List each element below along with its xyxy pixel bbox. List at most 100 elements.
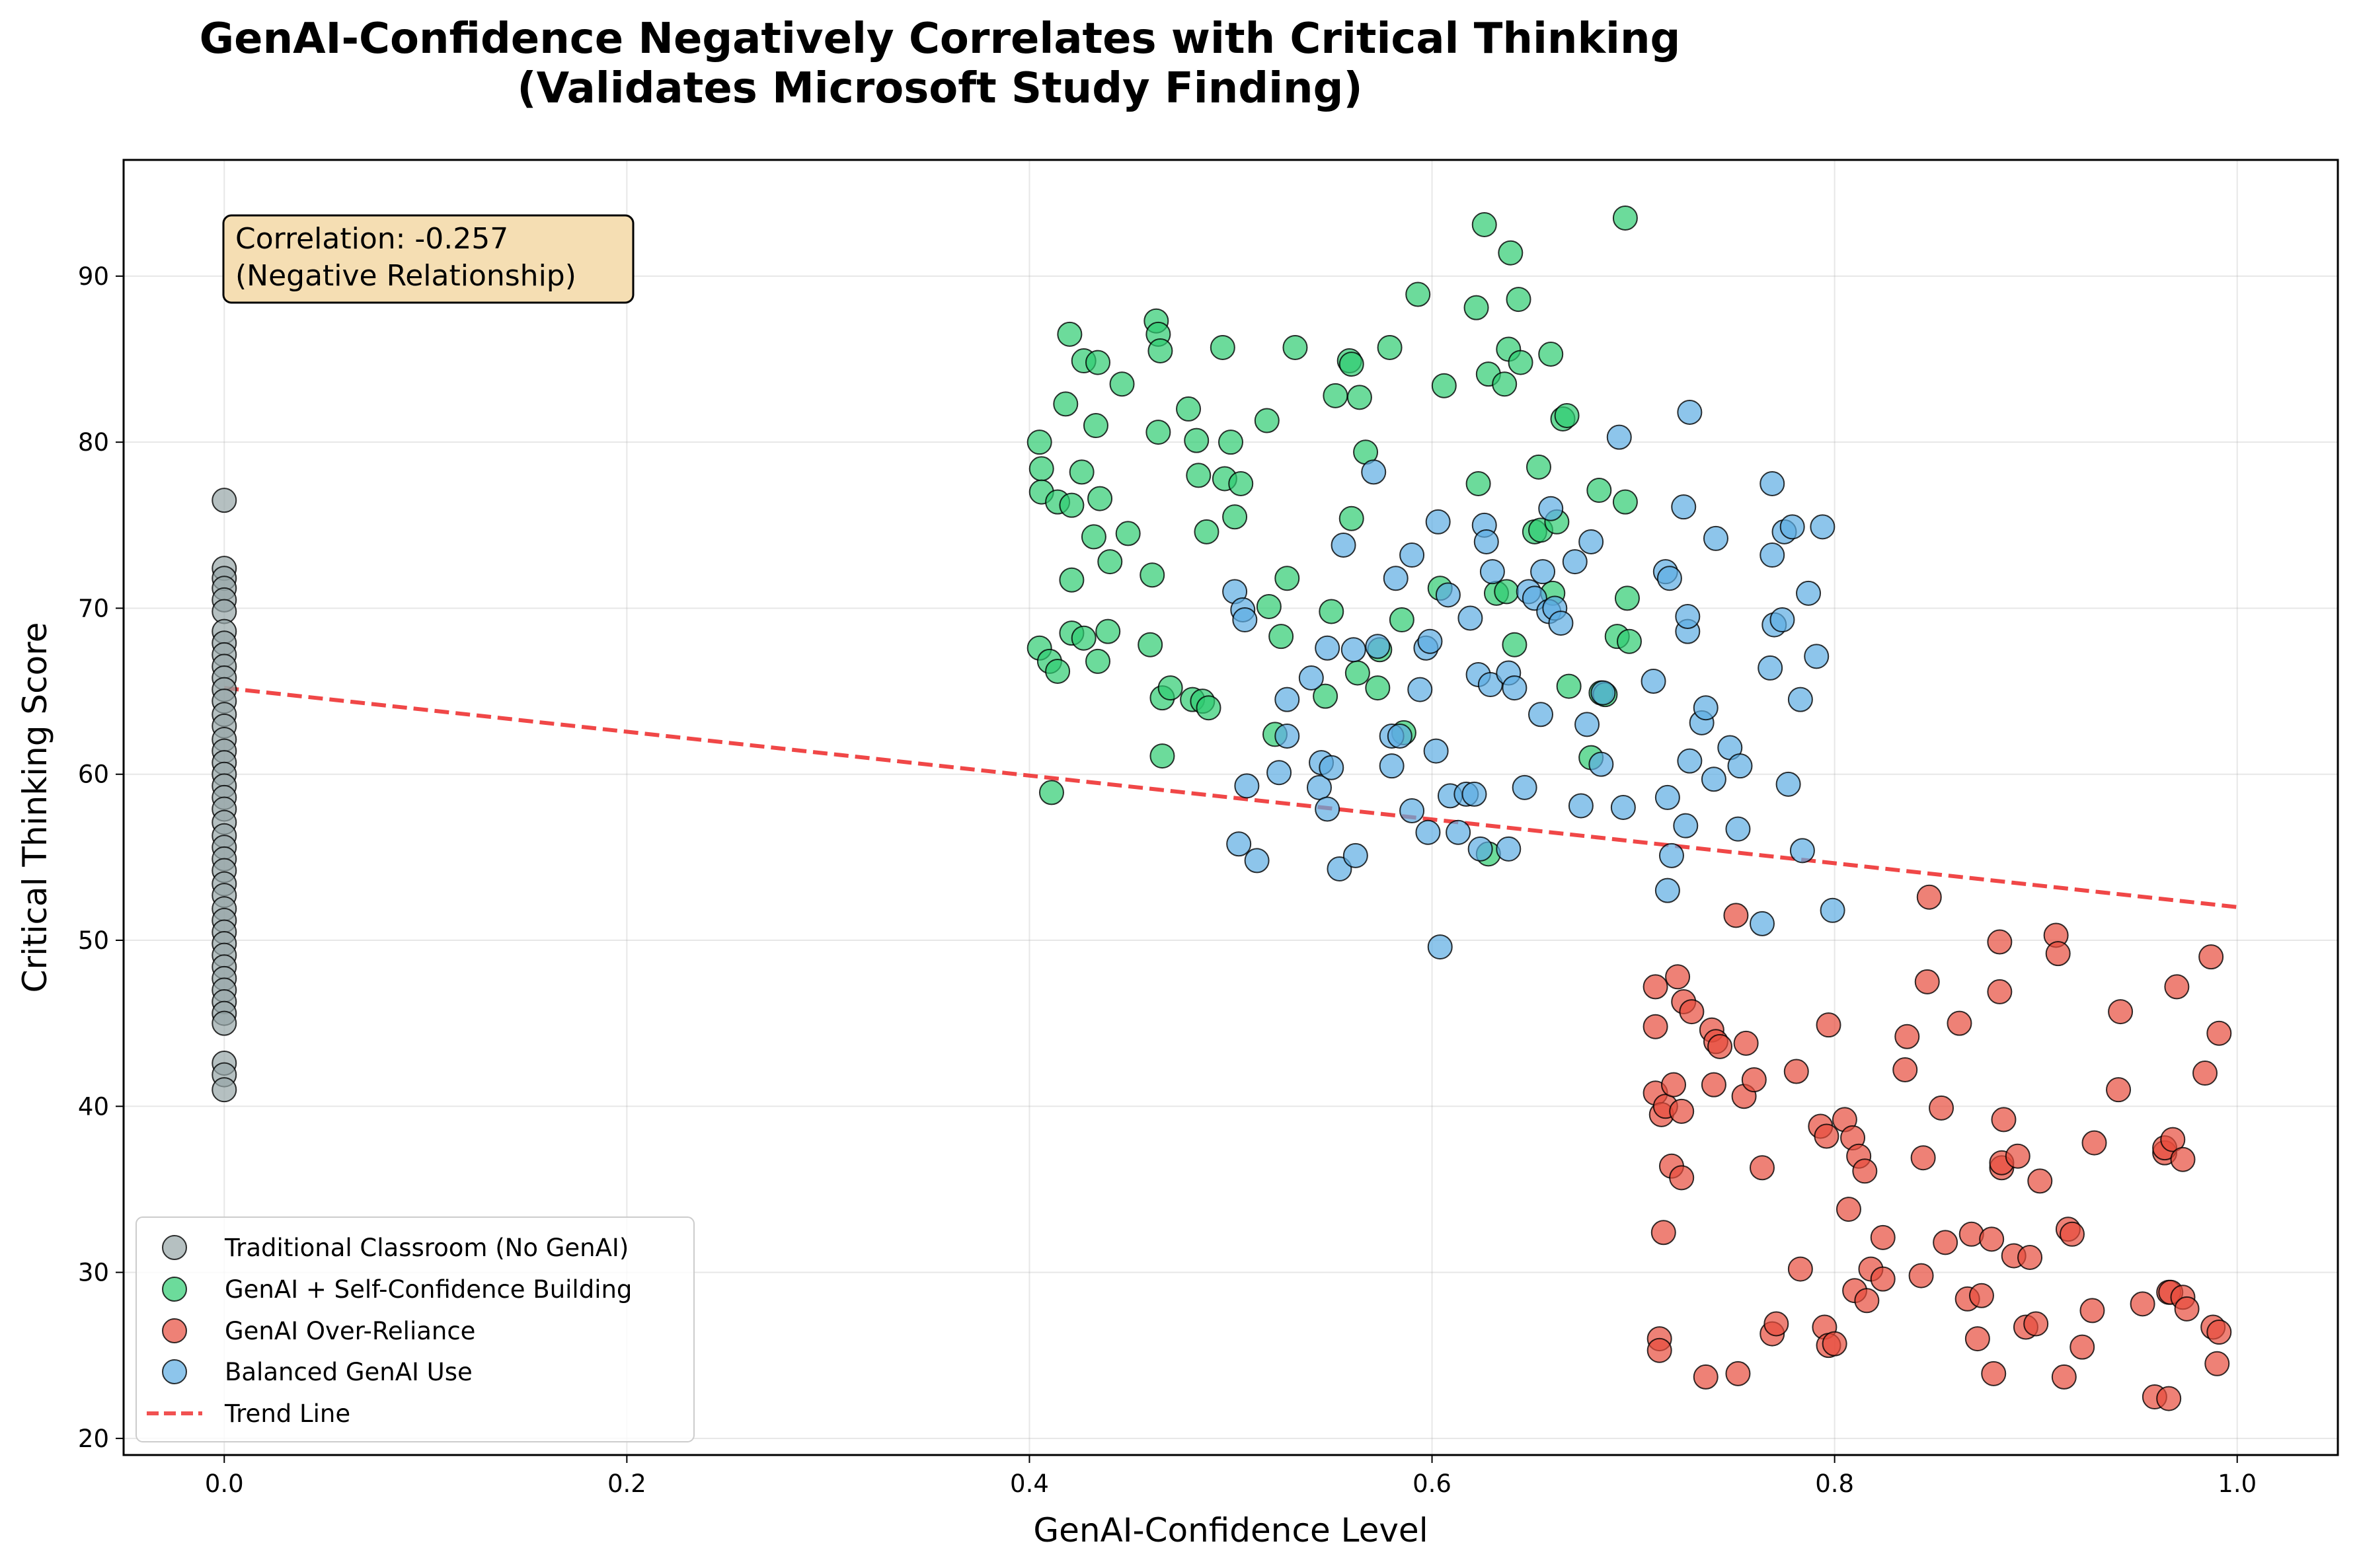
- data-point: [1115, 521, 1141, 546]
- data-point: [1987, 929, 2013, 955]
- data-point: [1760, 542, 1785, 568]
- data-point: [1741, 1067, 1767, 1093]
- data-point: [1473, 529, 1499, 554]
- data-point: [1789, 838, 1815, 864]
- data-point: [1654, 877, 1680, 903]
- data-point: [1226, 831, 1252, 857]
- data-point: [2051, 1364, 2077, 1390]
- data-point: [212, 1010, 237, 1036]
- trend-layer: [223, 686, 2238, 909]
- x-tick-label: 0.4: [1010, 1470, 1049, 1498]
- x-tick-label: 0.0: [205, 1470, 244, 1498]
- data-point: [1701, 1072, 1726, 1098]
- data-point: [1313, 683, 1338, 709]
- data-point: [1383, 566, 1409, 591]
- data-point: [1477, 672, 1503, 698]
- legend-marker-self-confidence: [162, 1277, 187, 1302]
- data-point: [1650, 1220, 1676, 1246]
- data-point: [1643, 1014, 1668, 1039]
- data-point: [1703, 525, 1728, 551]
- y-tick-label: 70: [78, 594, 109, 622]
- data-point: [1528, 702, 1553, 728]
- data-point: [2192, 1061, 2218, 1086]
- data-point: [1908, 1263, 1934, 1288]
- data-point: [1947, 1010, 1972, 1036]
- data-point: [2164, 974, 2190, 1000]
- data-point: [1071, 625, 1097, 651]
- data-point: [1775, 771, 1801, 797]
- data-point: [2069, 1334, 2095, 1360]
- data-point: [1852, 1158, 1878, 1184]
- data-point: [1556, 673, 1582, 699]
- data-point: [1641, 669, 1666, 694]
- data-point: [1319, 755, 1344, 780]
- data-point: [1196, 695, 1221, 721]
- data-point: [1658, 842, 1684, 868]
- data-point: [1933, 1230, 1958, 1255]
- data-point: [2204, 1351, 2230, 1376]
- data-point: [1661, 1072, 1686, 1098]
- data-point: [2160, 1127, 2186, 1152]
- data-point: [1586, 478, 1612, 504]
- data-point: [1081, 524, 1106, 550]
- data-point: [1038, 780, 1064, 805]
- data-point: [1612, 489, 1638, 515]
- data-point: [1053, 391, 1079, 417]
- data-point: [2081, 1130, 2107, 1156]
- data-point: [1562, 549, 1588, 575]
- data-point: [1465, 471, 1491, 496]
- data-point: [1892, 1057, 1918, 1083]
- data-point: [1059, 567, 1085, 593]
- data-point: [1796, 580, 1822, 606]
- data-point: [1083, 413, 1108, 439]
- data-point: [1991, 1107, 2017, 1133]
- data-point: [1218, 429, 1243, 455]
- data-point: [1769, 607, 1795, 633]
- data-point: [1232, 607, 1258, 633]
- data-point: [1085, 350, 1110, 375]
- data-point: [1548, 611, 1574, 636]
- legend-label-trend: Trend Line: [224, 1400, 350, 1428]
- data-point: [1340, 637, 1366, 663]
- data-point: [1274, 687, 1300, 712]
- data-point: [2106, 1077, 2132, 1103]
- data-point: [1916, 884, 1942, 910]
- data-point: [1554, 402, 1580, 428]
- annotation-box: [222, 214, 635, 304]
- data-point: [1693, 1364, 1719, 1390]
- data-point: [1612, 205, 1638, 231]
- data-point: [2156, 1386, 2182, 1411]
- data-point: [1502, 632, 1528, 657]
- data-point: [1733, 1030, 1759, 1056]
- data-point: [1138, 632, 1163, 657]
- data-point: [1506, 287, 1531, 313]
- data-point: [1479, 559, 1505, 585]
- data-point: [1814, 1123, 1839, 1149]
- data-point: [2045, 941, 2071, 967]
- y-tick-label: 50: [78, 926, 109, 955]
- data-point: [1981, 1361, 2007, 1386]
- data-point: [1760, 471, 1785, 496]
- data-point: [1338, 505, 1364, 531]
- x-tick-label: 0.2: [607, 1470, 646, 1498]
- data-point: [1822, 1331, 1847, 1357]
- data-point: [2170, 1146, 2196, 1172]
- data-point: [1693, 695, 1719, 721]
- data-point: [1512, 774, 1537, 800]
- data-point: [2079, 1298, 2105, 1324]
- data-point: [1228, 471, 1254, 496]
- data-point: [1415, 819, 1441, 845]
- data-point: [1502, 675, 1528, 701]
- data-point: [2023, 1311, 2049, 1337]
- data-point: [1338, 352, 1364, 377]
- data-point: [1463, 295, 1489, 320]
- data-point: [1346, 385, 1372, 410]
- annotation-line2: (Negative Relationship): [235, 259, 576, 293]
- data-point: [1750, 1155, 1775, 1181]
- data-point: [1026, 429, 1052, 455]
- data-point: [1646, 1337, 1672, 1363]
- data-point: [1750, 911, 1775, 936]
- data-point: [2017, 1244, 2043, 1270]
- data-point: [1407, 677, 1433, 702]
